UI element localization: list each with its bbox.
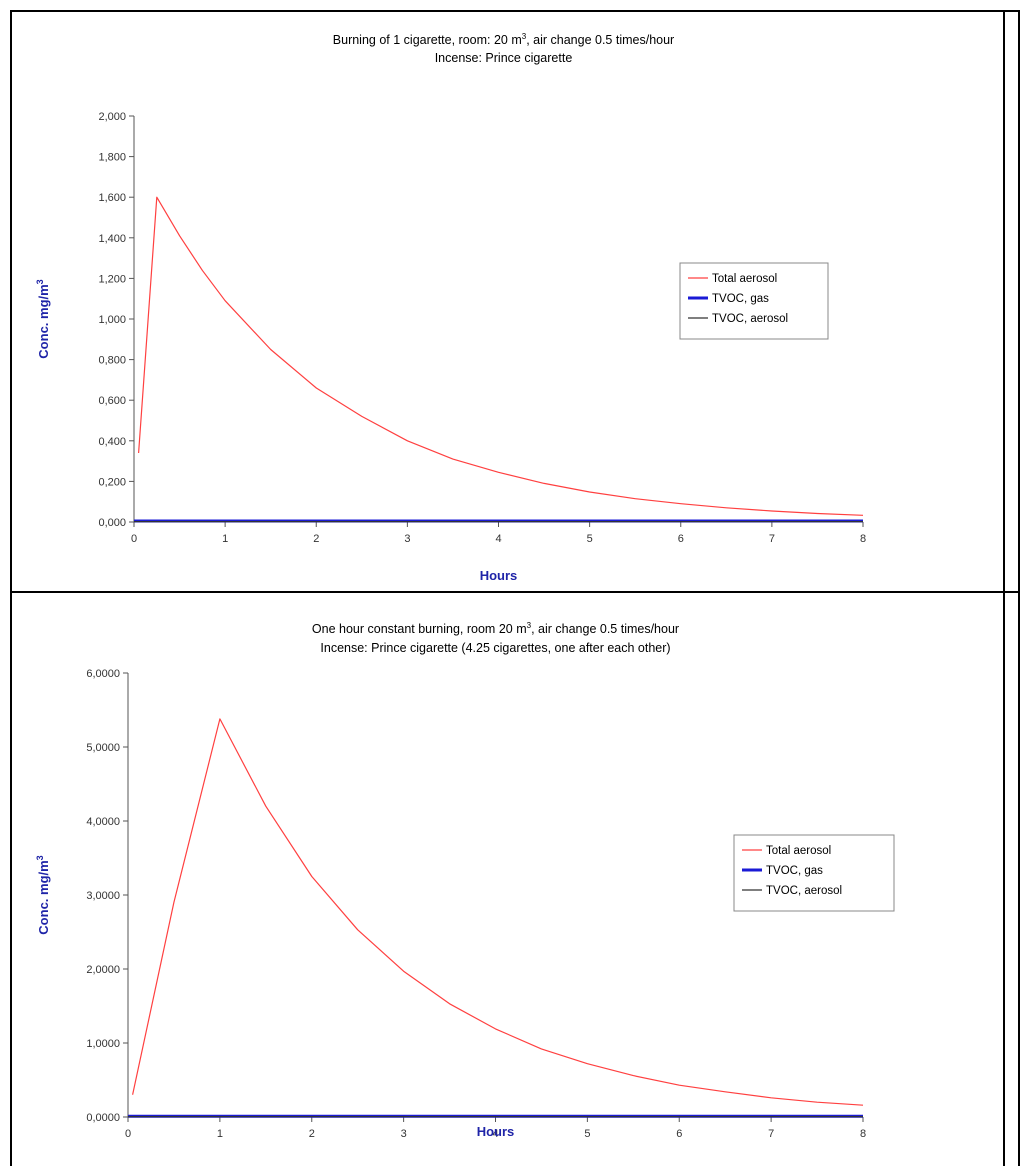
x-tick-label: 0 bbox=[125, 1128, 131, 1140]
y-tick-label: 1,0000 bbox=[86, 1038, 120, 1050]
chart-title: Burning of 1 cigarette, room: 20 m3, air… bbox=[333, 32, 674, 47]
legend-box bbox=[733, 834, 895, 912]
x-tick-label: 2 bbox=[313, 533, 319, 545]
y-tick-label: 2,000 bbox=[98, 111, 126, 123]
x-axis-label: Hours bbox=[477, 1124, 515, 1139]
y-tick-label: 6,0000 bbox=[86, 668, 120, 680]
chart-1: Burning of 1 cigarette, room: 20 m3, air… bbox=[35, 32, 866, 583]
legend-box bbox=[679, 262, 829, 340]
table-frame bbox=[10, 10, 1020, 1166]
column-divider bbox=[1003, 10, 1005, 1166]
legend-entry: Total aerosol bbox=[766, 845, 831, 857]
chart-subtitle: Incense: Prince cigarette bbox=[435, 51, 573, 65]
y-tick-label: 0,800 bbox=[98, 355, 126, 367]
x-tick-label: 7 bbox=[768, 1128, 774, 1140]
legend-entry: TVOC, aerosol bbox=[766, 885, 842, 897]
chart-title: One hour constant burning, room 20 m3, a… bbox=[312, 621, 679, 636]
x-tick-label: 3 bbox=[404, 533, 410, 545]
y-axis-label: Conc. mg/m3 bbox=[35, 279, 51, 358]
chart-subtitle: Incense: Prince cigarette (4.25 cigarett… bbox=[320, 641, 670, 655]
y-tick-label: 1,000 bbox=[98, 314, 126, 326]
y-tick-label: 3,0000 bbox=[86, 890, 120, 902]
x-tick-label: 5 bbox=[587, 533, 593, 545]
x-tick-label: 6 bbox=[676, 1128, 682, 1140]
x-tick-label: 4 bbox=[495, 533, 501, 545]
y-tick-label: 0,000 bbox=[98, 517, 126, 529]
x-tick-label: 7 bbox=[769, 533, 775, 545]
y-tick-label: 0,200 bbox=[98, 476, 126, 488]
x-tick-label: 1 bbox=[222, 533, 228, 545]
y-tick-label: 0,600 bbox=[98, 395, 126, 407]
legend-entry: TVOC, gas bbox=[766, 865, 823, 877]
y-tick-label: 1,200 bbox=[98, 273, 126, 285]
x-tick-label: 1 bbox=[217, 1128, 223, 1140]
x-tick-label: 6 bbox=[678, 533, 684, 545]
x-tick-label: 4 bbox=[492, 1128, 498, 1140]
x-tick-label: 8 bbox=[860, 533, 866, 545]
x-tick-label: 8 bbox=[860, 1128, 866, 1140]
chart-2: One hour constant burning, room 20 m3, a… bbox=[35, 621, 895, 1140]
y-tick-label: 2,0000 bbox=[86, 964, 120, 976]
y-tick-label: 1,600 bbox=[98, 192, 126, 204]
legend-entry: TVOC, gas bbox=[712, 293, 769, 305]
y-tick-label: 4,0000 bbox=[86, 816, 120, 828]
y-tick-label: 0,0000 bbox=[86, 1112, 120, 1124]
series-line-1 bbox=[138, 196, 864, 516]
y-axis-label: Conc. mg/m3 bbox=[35, 855, 51, 934]
x-tick-label: 2 bbox=[309, 1128, 315, 1140]
x-tick-label: 5 bbox=[584, 1128, 590, 1140]
x-tick-label: 0 bbox=[131, 533, 137, 545]
y-tick-label: 5,0000 bbox=[86, 742, 120, 754]
x-axis-label: Hours bbox=[480, 568, 518, 583]
legend-entry: TVOC, aerosol bbox=[712, 313, 788, 325]
y-tick-label: 1,400 bbox=[98, 233, 126, 245]
row-divider bbox=[10, 591, 1020, 593]
legend-entry: Total aerosol bbox=[712, 273, 777, 285]
y-tick-label: 0,400 bbox=[98, 436, 126, 448]
chart-panel-1: Burning of 1 cigarette, room: 20 m3, air… bbox=[12, 12, 1003, 591]
series-line-1 bbox=[132, 718, 864, 1106]
y-tick-label: 1,800 bbox=[98, 152, 126, 164]
chart-panel-2: One hour constant burning, room 20 m3, a… bbox=[12, 593, 1003, 1166]
x-tick-label: 3 bbox=[401, 1128, 407, 1140]
